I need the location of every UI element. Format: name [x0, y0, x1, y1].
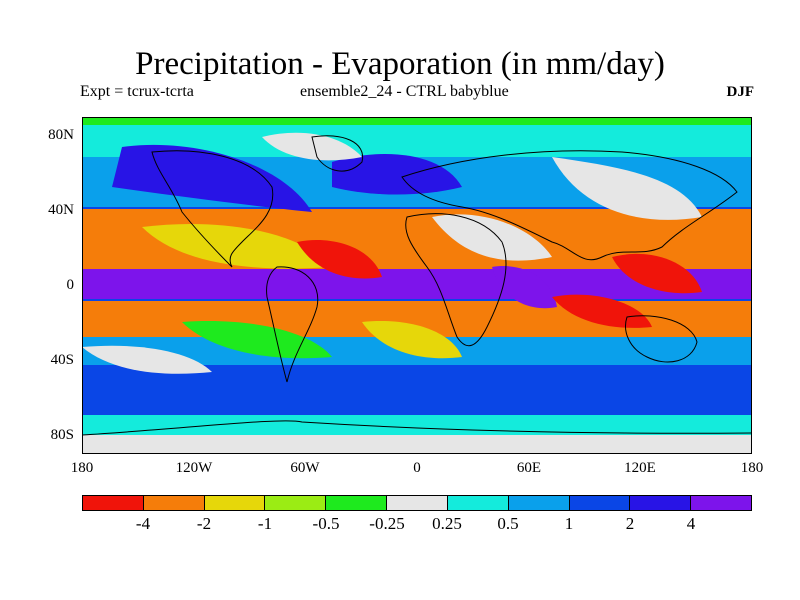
subtitle-center: ensemble2_24 - CTRL babyblue	[300, 83, 509, 100]
colorbar-label-10: 4	[686, 514, 696, 533]
region-asia-dry	[552, 157, 702, 220]
band-south-high	[82, 415, 752, 437]
coast-antarctica	[82, 420, 752, 436]
lon-tick-120e: 120E	[624, 460, 656, 476]
region-south-ocean-dry	[82, 345, 212, 374]
colorbar-label-8: 1	[564, 514, 574, 533]
region-sahara-dry	[432, 214, 552, 261]
coast-greenland	[311, 135, 364, 172]
coast-africa	[405, 213, 507, 347]
lon-tick-60e: 60E	[516, 460, 542, 476]
band-antarctic	[82, 435, 752, 454]
lon-tick-180e: 180	[740, 460, 764, 476]
colorbar-label-6: 0.25	[432, 514, 462, 533]
region-south-atlantic-yellow	[362, 321, 462, 359]
colorbar-label-1: -4	[135, 514, 151, 533]
region-africa-wet	[492, 266, 557, 309]
lat-tick-40s: 40S	[50, 352, 74, 368]
colorbar-box-6	[387, 496, 448, 510]
colorbar-label-2: -2	[196, 514, 212, 533]
lat-tick-80n: 80N	[48, 127, 74, 143]
lon-tick-180w: 180	[70, 460, 94, 476]
coast-eurasia	[401, 150, 738, 261]
region-pacific-yellow	[142, 223, 332, 269]
chart-title: Precipitation - Evaporation (in mm/day)	[135, 46, 665, 82]
colorbar-box-7	[447, 496, 509, 510]
lat-tick-80s: 80S	[50, 427, 74, 443]
coast-south-america	[266, 266, 319, 383]
region-indian-red	[552, 294, 652, 328]
region-west-pacific-red	[612, 253, 702, 294]
colorbar	[82, 495, 752, 511]
coast-north-america	[151, 150, 274, 268]
colorbar-label-5: -0.25	[369, 514, 405, 533]
lat-tick-40n: 40N	[48, 202, 74, 218]
lon-tick-60w: 60W	[290, 460, 320, 476]
colorbar-box-10	[630, 496, 692, 510]
band-north-edge	[82, 117, 752, 125]
map-frame	[82, 117, 752, 454]
precip-evap-map	[82, 117, 752, 454]
region-atlantic-red	[297, 240, 382, 279]
colorbar-box-8	[508, 496, 570, 510]
colorbar-box-1	[83, 496, 144, 510]
subtitle-left: Expt = tcrux-tcrta	[80, 83, 194, 100]
colorbar-box-11	[691, 496, 751, 510]
colorbar-box-2	[143, 496, 205, 510]
region-north-atlantic-wet	[332, 154, 462, 195]
lon-tick-120w: 120W	[175, 460, 213, 476]
subtitle-season: DJF	[726, 84, 755, 100]
colorbar-label-3: -1	[257, 514, 273, 533]
colorbar-box-3	[204, 496, 266, 510]
colorbar-box-4	[265, 496, 327, 510]
region-arctic-dry	[262, 132, 362, 161]
region-north-pacific-wet	[112, 144, 312, 212]
lat-tick-0: 0	[66, 277, 75, 293]
colorbar-label-7: 0.5	[497, 514, 519, 533]
colorbar-label-9: 2	[625, 514, 635, 533]
colorbar-label-4: -0.5	[312, 514, 340, 533]
coast-australia	[625, 315, 698, 363]
lon-tick-0: 0	[413, 460, 421, 476]
colorbar-box-5	[326, 496, 388, 510]
colorbar-box-9	[569, 496, 631, 510]
region-south-pacific-green	[182, 321, 332, 359]
